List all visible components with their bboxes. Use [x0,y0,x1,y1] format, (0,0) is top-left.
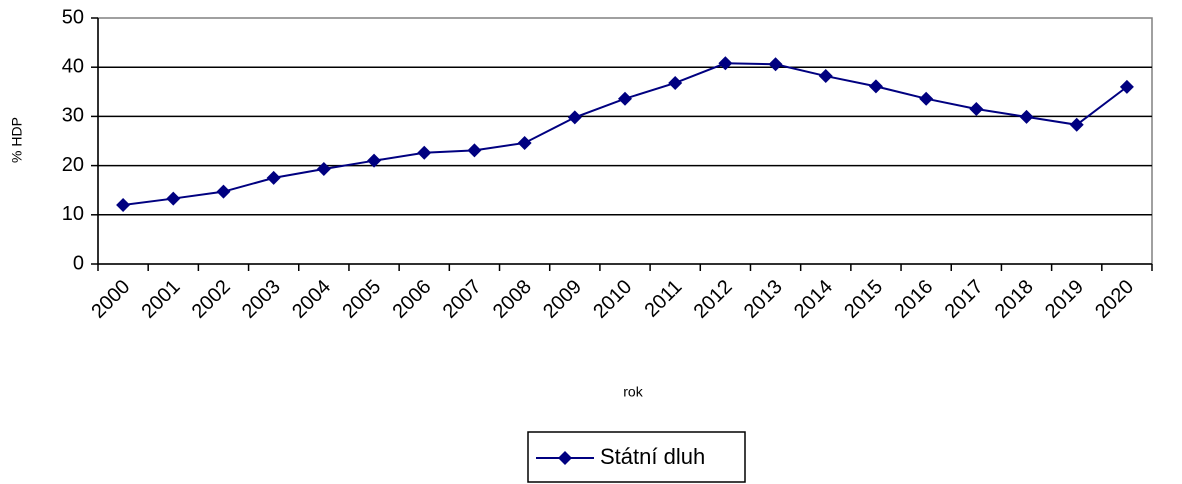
x-tick-label: 2008 [489,276,536,323]
x-tick-label: 2011 [640,276,686,322]
x-tick-label: 2014 [790,276,837,323]
data-point [668,75,683,90]
x-tick-label: 2017 [941,276,988,323]
y-tick-label: 0 [73,252,84,274]
x-axis-label: rok [623,384,643,400]
data-point [367,153,382,168]
y-axis-label: % HDP [9,117,25,163]
y-tick-label: 40 [62,55,84,77]
x-tick-label: 2010 [589,276,636,323]
x-tick-label: 2015 [840,276,887,323]
x-tick-label: 2018 [991,276,1038,323]
y-tick-label: 30 [62,105,84,127]
data-point [216,184,231,199]
x-tick-label: 2001 [138,276,185,323]
data-point [266,170,281,185]
data-point [618,91,632,106]
x-tick-label: 2007 [439,276,486,323]
legend-label: Státní dluh [600,444,705,469]
x-tick-label: 2005 [338,276,385,323]
data-point [1019,109,1034,124]
data-point [919,91,934,106]
x-tick-label: 2004 [288,276,335,323]
y-tick-label: 10 [62,203,84,225]
data-point [718,56,733,71]
x-tick-label: 2013 [740,276,787,323]
data-point [166,191,181,206]
y-tick-label: 50 [62,6,84,28]
legend-marker [558,451,572,465]
data-point [768,57,783,72]
x-tick-label: 2019 [1041,276,1088,323]
data-point [467,143,482,158]
data-point [316,162,331,177]
x-tick-label: 2020 [1091,276,1138,323]
data-point [868,79,883,94]
plot-area [97,17,1153,265]
data-point [969,102,984,117]
data-point [567,110,582,125]
y-tick-label: 20 [62,154,84,176]
data-point [1119,79,1134,94]
x-tick-label: 2002 [188,276,235,323]
x-tick-label: 2003 [238,276,285,323]
x-tick-label: 2000 [87,276,134,323]
x-tick-label: 2016 [890,276,937,323]
data-point [417,145,432,160]
data-point [517,135,532,150]
x-tick-label: 2006 [388,276,435,323]
x-tick-label: 2012 [690,276,737,323]
x-tick-label: 2009 [539,276,586,323]
data-point [1069,117,1084,132]
data-point [116,197,131,212]
data-point [818,69,833,84]
